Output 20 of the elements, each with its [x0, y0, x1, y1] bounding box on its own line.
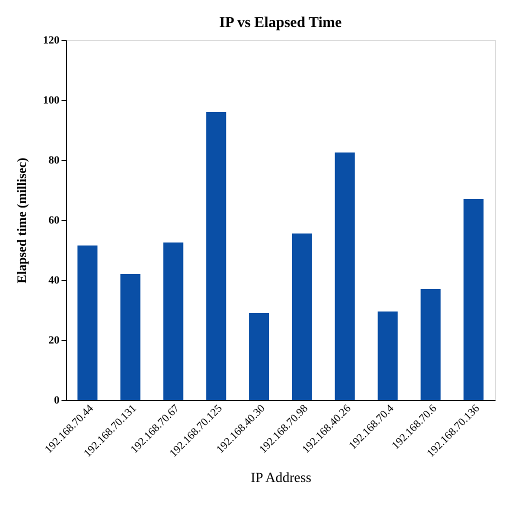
bar — [420, 289, 441, 400]
bar — [378, 312, 398, 400]
x-axis-title: IP Address — [250, 470, 312, 486]
bar — [249, 313, 270, 400]
y-tick-label: 80 — [48, 154, 60, 166]
bar — [334, 152, 355, 400]
bar — [120, 274, 140, 400]
y-tick-label: 0 — [54, 394, 60, 406]
y-tick-label: 20 — [48, 334, 60, 346]
y-tick-label: 60 — [48, 214, 60, 226]
bar — [163, 242, 184, 400]
bar — [77, 246, 98, 400]
chart-title: IP vs Elapsed Time — [219, 15, 342, 31]
bar — [292, 234, 312, 400]
bar — [464, 199, 484, 400]
y-axis-title: Elapsed time (millisec) — [14, 158, 29, 284]
y-tick-label: 40 — [48, 274, 60, 286]
y-tick-label: 100 — [43, 94, 60, 106]
bar — [206, 112, 226, 400]
y-tick-label: 120 — [43, 34, 60, 46]
